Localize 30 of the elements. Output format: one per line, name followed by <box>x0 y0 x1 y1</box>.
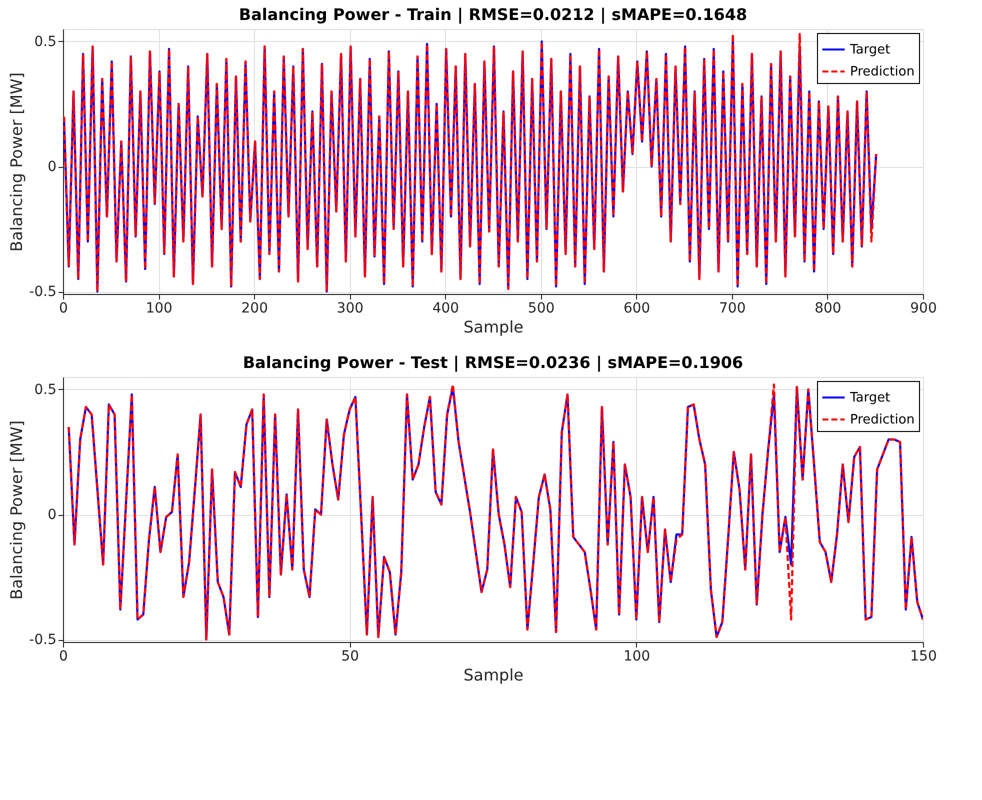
y-axis-title: Balancing Power [MW] <box>7 72 26 252</box>
legend-label: Target <box>849 42 890 58</box>
x-tick-label: 500 <box>528 300 555 316</box>
legend-label: Prediction <box>850 64 915 80</box>
y-tick-label: 0.5 <box>34 382 56 398</box>
x-tick-label: 600 <box>623 300 650 316</box>
x-tick-label: 0 <box>59 648 68 664</box>
legend-label: Prediction <box>850 412 915 428</box>
x-tick-label: 900 <box>910 300 937 316</box>
x-tick-label: 300 <box>336 300 364 316</box>
x-axis-title: Sample <box>464 666 524 684</box>
x-tick-label: 100 <box>623 648 650 664</box>
x-tick-label: 50 <box>341 648 360 664</box>
y-tick-label: 0.5 <box>34 34 56 50</box>
y-tick-label: -0.5 <box>29 284 56 300</box>
y-axis-title: Balancing Power [MW] <box>7 420 26 600</box>
x-tick-label: 0 <box>59 300 68 316</box>
chart-title: Balancing Power - Train | RMSE=0.0212 | sMAPE=0.1648 <box>238 5 748 24</box>
legend-label: Target <box>849 390 890 406</box>
x-tick-label: 150 <box>910 648 937 664</box>
y-tick-label: -0.5 <box>29 632 56 648</box>
x-tick-label: 100 <box>146 300 172 316</box>
x-tick-label: 700 <box>719 300 746 316</box>
y-tick-label: 0 <box>48 159 56 175</box>
x-tick-label: 400 <box>432 300 460 316</box>
chart-title: Balancing Power - Test | RMSE=0.0236 | sMAPE=0.1906 <box>242 353 744 372</box>
x-tick-label: 200 <box>241 300 268 316</box>
y-tick-label: 0 <box>48 507 56 523</box>
x-tick-label: 800 <box>814 300 842 316</box>
x-axis-title: Sample <box>464 318 524 336</box>
